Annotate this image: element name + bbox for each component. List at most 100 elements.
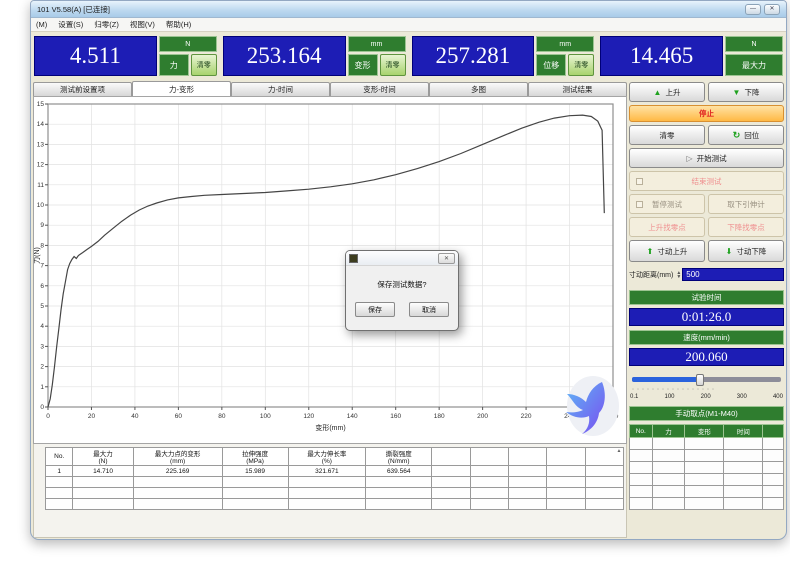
up-find-zero-button[interactable]: 上升找零点 — [629, 217, 705, 237]
manual-header: 时间 — [723, 424, 764, 438]
results-panel: No. 最大力 (N) 最大力点的变形 (mm) 拉伸强度 (MPa) 最大力伸长率 (%) 撕裂… — [33, 444, 627, 538]
svg-text:20: 20 — [88, 413, 96, 420]
svg-text:80: 80 — [218, 413, 226, 420]
close-button[interactable]: ✕ — [764, 3, 780, 15]
tab-变形-时间[interactable]: 变形-时间 — [330, 82, 429, 96]
speed-header: 速度(mm/min) — [629, 330, 784, 345]
results-header-empty — [469, 447, 509, 466]
slider-fill — [632, 377, 704, 382]
up-arrow-icon: ⬆ — [646, 246, 654, 256]
display-group-力: 4.511 N 力清零 — [34, 36, 217, 76]
bird-logo-icon — [566, 376, 619, 436]
jog-down-button[interactable]: ⬇ 寸动下降 — [708, 240, 784, 262]
unit-label: N — [158, 36, 217, 52]
return-home-button[interactable]: ↻ 回位 — [708, 125, 784, 145]
unit-label: mm — [347, 36, 406, 52]
channel-label: 力 — [158, 54, 189, 76]
menu-item-4[interactable]: 帮助(H) — [165, 20, 192, 29]
manual-header — [762, 424, 784, 438]
tab-测试前设置项[interactable]: 测试前设置项 — [33, 82, 132, 96]
menu-item-2[interactable]: 归零(Z) — [94, 20, 119, 29]
tab-strip: 测试前设置项 力-变形 力-时间 变形-时间 多图 测试结果 — [33, 81, 627, 96]
end-test-button[interactable]: 结束测试 — [629, 171, 784, 191]
tab-力-变形[interactable]: 力-变形 — [132, 81, 231, 96]
results-cell: 15.989 — [221, 465, 289, 477]
jog-up-button[interactable]: ⬆ 寸动上升 — [629, 240, 705, 262]
results-header: 最大力点的变形 (mm) — [132, 447, 223, 466]
clear-button[interactable]: 清零 — [190, 54, 217, 76]
speed-value: 200.060 — [629, 348, 784, 366]
spinner-icons[interactable]: ▲ ▼ — [676, 269, 682, 280]
results-cell: 1 — [44, 465, 74, 477]
svg-text:200: 200 — [477, 413, 488, 420]
svg-text:60: 60 — [175, 413, 183, 420]
save-dialog: ✕ 保存测试数据? 保存 取消 — [345, 250, 459, 331]
speed-slider[interactable] — [629, 374, 784, 386]
dialog-cancel-button[interactable]: 取消 — [409, 302, 449, 317]
slider-ticks: ﹡﹡﹡﹡﹡﹡﹡﹡﹡﹡﹡﹡﹡﹡﹡﹡﹡ — [631, 387, 716, 392]
tab-多图[interactable]: 多图 — [429, 82, 528, 96]
svg-text:9: 9 — [40, 222, 44, 229]
manual-header: 力 — [651, 424, 686, 438]
svg-text:160: 160 — [390, 413, 401, 420]
down-find-zero-button[interactable]: 下降找零点 — [708, 217, 784, 237]
manual-points-table[interactable]: No. 力变形 时间 — [629, 424, 784, 510]
scrollbar-up-icon[interactable]: ▲ — [616, 448, 622, 454]
manual-row-empty — [629, 437, 784, 450]
manual-row-empty — [629, 461, 784, 474]
slider-label: 100 — [664, 394, 675, 400]
app-window: 101 V5.58(A) [已连接] — ✕ (M) 设置(S) 归零(Z) 视图(V… — [30, 0, 787, 540]
dialog-save-button[interactable]: 保存 — [355, 302, 395, 317]
unit-label: N — [725, 36, 783, 52]
tab-力-时间[interactable]: 力-时间 — [231, 82, 330, 96]
jog-distance-input[interactable]: 500 — [682, 268, 784, 281]
clear-button[interactable]: 清零 — [379, 54, 406, 76]
menu-item-0[interactable]: (M) — [36, 20, 48, 29]
display-value: 4.511 — [34, 36, 157, 76]
clear-button[interactable]: 清零 — [568, 54, 595, 76]
menu-bar: (M) 设置(S) 归零(Z) 视图(V) 帮助(H) — [31, 18, 786, 32]
pause-test-button[interactable]: 暂停测试 — [629, 194, 705, 214]
results-cell: 225.169 — [132, 465, 223, 477]
svg-text:3: 3 — [40, 343, 44, 350]
stop-button[interactable]: 停止 — [629, 105, 784, 122]
menu-item-3[interactable]: 视图(V) — [129, 20, 155, 29]
slider-thumb[interactable] — [696, 374, 705, 386]
manual-row-empty — [629, 485, 784, 498]
svg-text:120: 120 — [303, 413, 314, 420]
results-header: 最大力 (N) — [72, 447, 134, 466]
up-arrow-icon: ▲ — [653, 87, 662, 97]
manual-points-header: 手动取点(M1-M40) — [629, 406, 784, 421]
slider-label: 300 — [736, 394, 747, 400]
results-header: 最大力伸长率 (%) — [287, 447, 367, 466]
window-title: 101 V5.58(A) [已连接] — [37, 4, 110, 14]
y-axis-label: 力(N) — [34, 247, 41, 264]
minimize-button[interactable]: — — [745, 3, 761, 15]
dialog-close-button[interactable]: ✕ — [438, 252, 455, 264]
tab-测试结果[interactable]: 测试结果 — [528, 82, 627, 96]
content-area: 测试前设置项 力-变形 力-时间 变形-时间 多图 测试结果 0 1 2 3 4 5 6 7 8 9 10 11… — [31, 79, 786, 538]
chart-panel: 0 1 2 3 4 5 6 7 8 9 10 11 12 13 14 15 0 20 40 60 80 100 120 140… — [33, 96, 627, 444]
menu-item-1[interactable]: 设置(S) — [58, 20, 84, 29]
zero-button[interactable]: 清零 — [629, 125, 705, 145]
move-up-button[interactable]: ▲ 上升 — [629, 82, 705, 102]
start-test-button[interactable]: ▷ 开始测试 — [629, 148, 784, 168]
results-row[interactable]: 1 14.710 225.169 15.989 321.671 639.564 — [44, 465, 625, 477]
slider-track[interactable] — [632, 377, 781, 382]
manual-header: No. — [629, 424, 653, 438]
move-down-button[interactable]: ▼ 下降 — [708, 82, 784, 102]
results-table[interactable]: No. 最大力 (N) 最大力点的变形 (mm) 拉伸强度 (MPa) 最大力伸长率 (%) 撕裂… — [44, 447, 625, 510]
results-row-empty — [44, 476, 625, 488]
svg-text:1: 1 — [40, 384, 44, 391]
svg-text:220: 220 — [521, 413, 532, 420]
display-group-最大力: 14.465 N 最大力 — [600, 36, 783, 76]
results-header-empty — [431, 447, 471, 466]
dialog-message: 保存测试数据? — [377, 280, 427, 289]
display-value: 14.465 — [600, 36, 723, 76]
svg-text:6: 6 — [40, 283, 44, 290]
results-cell: 14.710 — [72, 465, 134, 477]
results-header-empty — [507, 447, 548, 466]
svg-text:2: 2 — [40, 364, 44, 371]
remove-extensometer-button[interactable]: 取下引伸计 — [708, 194, 784, 214]
results-header-empty — [546, 447, 586, 466]
